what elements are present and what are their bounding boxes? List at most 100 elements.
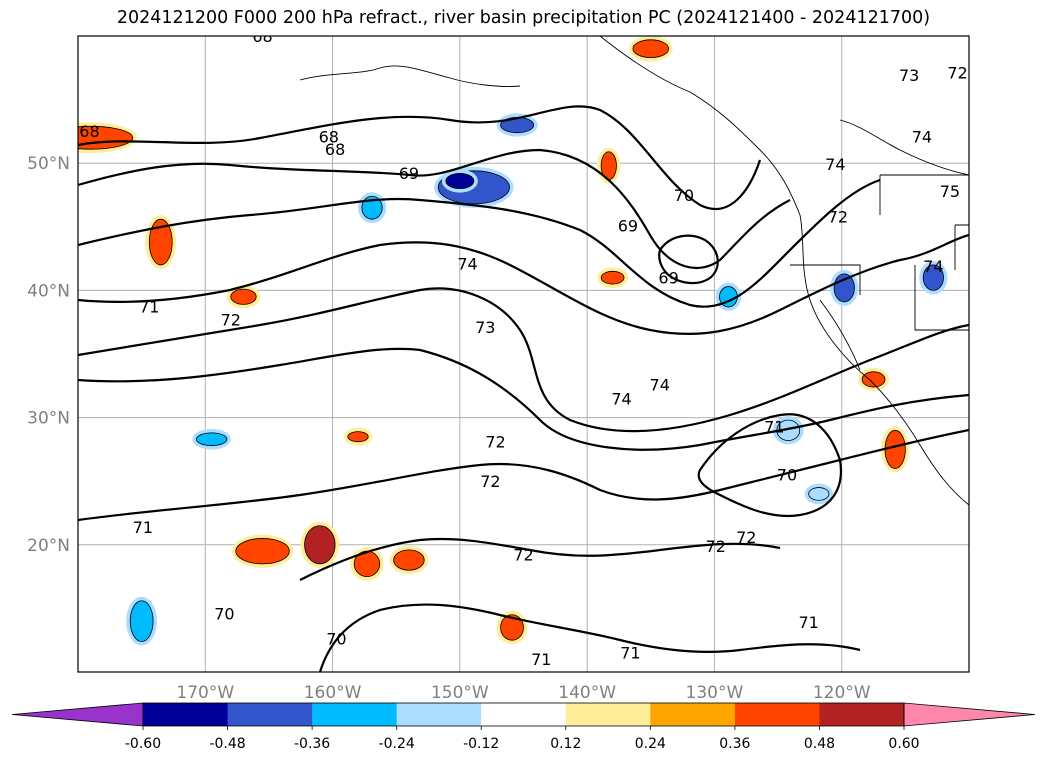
colorbar-tick-label: -0.36	[294, 736, 330, 752]
contour-label: 72	[485, 433, 505, 452]
contour-line-76	[318, 603, 861, 672]
contour-label: 74	[650, 375, 670, 394]
shade-patch	[129, 600, 154, 642]
contour-label: 73	[899, 66, 919, 85]
contour-label: 72	[828, 207, 848, 226]
contour-label: 72	[736, 528, 756, 547]
contour-label: 74	[923, 257, 943, 276]
contour-line-75	[299, 537, 781, 581]
lon-tick-label: 170°W	[176, 683, 234, 703]
shade-patch	[884, 429, 906, 469]
colorbar-tick-label: -0.12	[463, 736, 499, 752]
colorbar-bin	[650, 703, 736, 726]
contour-label: 70	[674, 186, 694, 205]
contour-line-71	[78, 233, 969, 336]
contour-label: 71	[139, 298, 159, 317]
coastlines	[299, 36, 969, 506]
colorbar-tick-label: 0.60	[888, 736, 919, 752]
shade-patch	[861, 371, 886, 388]
contour-label: 68	[319, 127, 339, 146]
contour-label: 70	[326, 630, 346, 649]
colorbar-bin	[227, 703, 313, 726]
colorbar-tick-label: 0.24	[635, 736, 666, 752]
contour-line-72	[78, 287, 969, 433]
shade-patch	[393, 549, 425, 571]
lon-tick-label: 150°W	[431, 683, 489, 703]
contour-label: 69	[658, 268, 678, 287]
contour-label: 72	[480, 472, 500, 491]
contour-label: 71	[798, 613, 818, 632]
contour-label: 69	[399, 164, 419, 183]
lon-tick-label: 120°W	[813, 683, 871, 703]
colorbar-tick-label: -0.24	[379, 736, 415, 752]
contour-line-69	[78, 148, 791, 269]
colorbar-bin	[565, 703, 651, 726]
contour-label: 68	[325, 140, 345, 159]
lat-tick-label: 20°N	[27, 536, 70, 556]
colorbar-bin	[734, 703, 820, 726]
contour-label: 72	[221, 310, 241, 329]
contour-label: 71	[764, 417, 784, 436]
contour-line-68	[78, 105, 762, 211]
shade-patch	[922, 264, 944, 291]
contour-label: 74	[912, 127, 932, 146]
lon-tick-label: 160°W	[304, 683, 362, 703]
north-america-coastline	[599, 36, 969, 506]
refractivity-contours	[78, 105, 969, 672]
colorbar-over-arrow	[903, 702, 1036, 727]
plot-frame	[77, 35, 970, 673]
contour-line-78	[658, 234, 719, 285]
shade-patch	[500, 614, 524, 641]
lon-tick-label: 130°W	[686, 683, 744, 703]
colorbar-under-arrow	[11, 702, 144, 727]
shade-patch	[304, 525, 336, 565]
contour-label: 72	[706, 537, 726, 556]
shade-patch	[632, 39, 670, 59]
contour-label: 70	[777, 466, 797, 485]
contour-line-70	[78, 178, 881, 308]
contour-label: 71	[133, 518, 153, 537]
colorbar-bin	[396, 703, 482, 726]
shade-patch	[600, 270, 625, 285]
lat-tick-label: 50°N	[27, 154, 70, 174]
contour-label: 72	[513, 546, 533, 565]
shade-patch	[808, 487, 830, 501]
colorbar-bin	[481, 703, 567, 726]
colorbar-bin	[819, 703, 905, 726]
colorbar-tick-label: 0.36	[719, 736, 750, 752]
chart-title: 2024121200 F000 200 hPa refract., river …	[116, 8, 931, 28]
contour-label: 74	[457, 254, 477, 273]
contour-label: 73	[475, 318, 495, 337]
shade-patch	[195, 432, 228, 446]
colorbar-tick-label: 0.48	[804, 736, 835, 752]
contour-line-77	[697, 413, 843, 518]
lat-tick-label: 30°N	[27, 409, 70, 429]
shade-patch	[445, 172, 475, 190]
contour-label: 74	[611, 389, 631, 408]
canada-border	[839, 119, 969, 176]
state-borders	[879, 174, 969, 331]
shade-patch	[230, 288, 257, 305]
alaska-coastline	[299, 65, 521, 87]
contour-label: 72	[947, 64, 967, 83]
axis-tick-labels: 170°W 160°W 150°W 140°W 130°W 120°W 50°N 40°N 30…	[27, 154, 871, 703]
lat-tick-label: 40°N	[27, 281, 70, 301]
shade-patch	[361, 195, 383, 220]
shade-patch	[235, 538, 290, 565]
colorbar-tick-label: -0.60	[125, 736, 161, 752]
contour-label: 71	[620, 644, 640, 663]
colorbar: -0.60 -0.48 -0.36 -0.24 -0.12 0.12 0.24 0.36 0.4…	[11, 702, 1036, 752]
shade-patch	[347, 431, 369, 443]
colorbar-bin	[312, 703, 398, 726]
colorbar-tick-label: 0.12	[550, 736, 581, 752]
contour-label: 71	[531, 650, 551, 669]
contour-label: 70	[214, 604, 234, 623]
shade-patch	[148, 218, 173, 266]
contour-label: 75	[940, 182, 960, 201]
contour-label: 74	[825, 155, 845, 174]
colorbar-tick-label: -0.48	[209, 736, 245, 752]
shade-patch	[833, 273, 855, 303]
colorbar-frame	[142, 702, 905, 727]
